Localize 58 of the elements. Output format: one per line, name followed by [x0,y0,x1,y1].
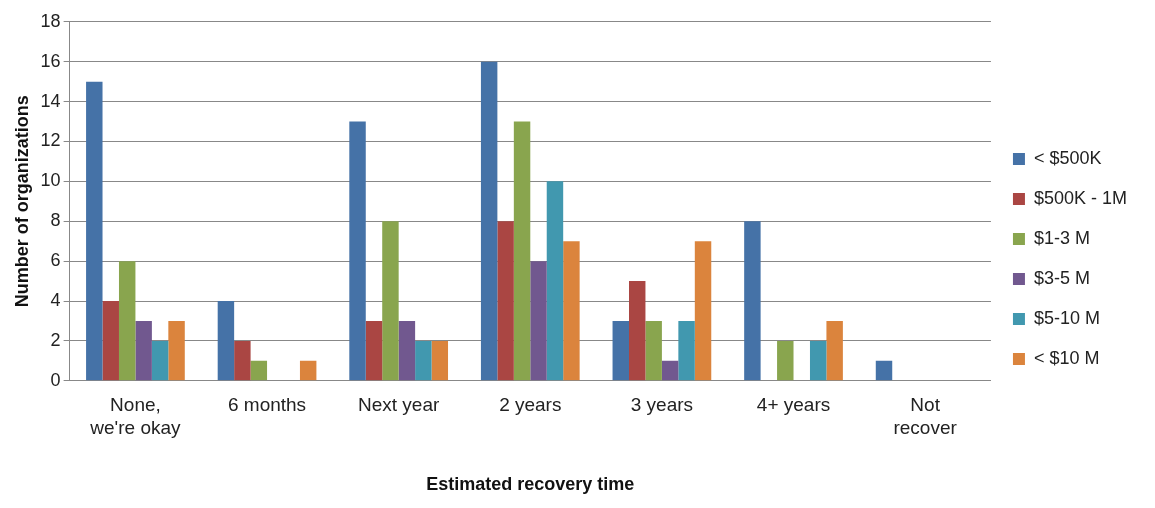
x-axis-title: Estimated recovery time [426,474,635,495]
legend-label: < $10 M [1033,347,1100,368]
bar [612,320,629,381]
bar [365,320,383,381]
bar [415,340,432,381]
x-tick-label: Next year [358,394,440,416]
bar [530,261,547,381]
bar [661,360,679,381]
bar [86,81,103,381]
legend-label: $500K - 1M [1033,187,1128,208]
x-tick-label: 6 months [227,394,307,416]
y-tick-label: 12 [40,130,61,151]
bar [349,121,366,381]
x-tick-label: 2 years [499,394,562,416]
bar [250,360,268,381]
bar [645,320,662,381]
y-tick-label: 16 [40,50,61,71]
bar [744,221,761,381]
x-tick-label: Not recover [893,394,958,439]
y-tick-label: 4 [50,289,61,310]
bar [118,261,136,381]
y-tick-label: 6 [50,250,61,271]
bar [777,340,794,381]
legend-label: $5-10 M [1033,307,1100,328]
bar [168,320,185,381]
bar [135,320,152,381]
y-tick-label: 14 [40,90,61,111]
x-tick-label: 3 years [630,394,694,416]
bar [809,340,827,381]
bar [875,360,893,381]
bar [513,121,531,381]
y-axis-title: Number of organizations [11,95,32,308]
bar [217,301,235,381]
bar [678,320,695,381]
bar [234,340,251,381]
bar [102,301,119,381]
y-tick-label: 10 [40,170,61,191]
y-tick-label: 0 [50,369,61,390]
bar [497,221,514,381]
bar [826,320,843,381]
y-tick-label: 8 [50,210,61,231]
bar [563,241,580,381]
legend-label: $3-5 M [1033,267,1090,288]
x-tick-label: 4+ years [756,394,831,416]
bar [480,61,498,381]
bar [629,281,646,381]
y-tick-label: 2 [50,329,61,350]
bar [299,360,317,381]
x-tick-label: None, we're okay [89,394,182,439]
y-tick-label: 18 [40,10,61,31]
bar [151,340,169,381]
legend-label: $1-3 M [1033,227,1090,248]
bar [694,241,712,381]
bar [382,221,399,381]
bar [431,340,449,381]
legend-label: < $500K [1033,147,1102,168]
bar [546,181,564,381]
bar [398,320,416,381]
